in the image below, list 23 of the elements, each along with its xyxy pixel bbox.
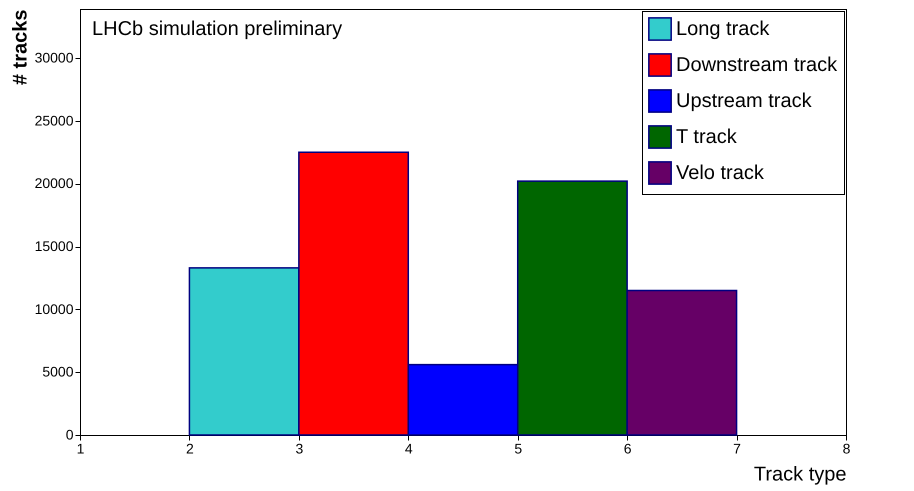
legend-label: T track [676, 126, 738, 148]
x-tick-label: 6 [624, 440, 632, 456]
y-tick-label: 5000 [42, 364, 74, 380]
y-tick-label: 30000 [34, 50, 74, 66]
y-tick-label: 15000 [34, 238, 74, 254]
x-tick-label: 3 [295, 440, 304, 456]
x-tick-label: 5 [514, 440, 522, 456]
y-tick-label: 20000 [34, 175, 74, 192]
y-tick-label: 0 [66, 426, 74, 442]
x-tick-label: 1 [76, 440, 85, 456]
y-tick-label: 10000 [34, 300, 74, 317]
legend-label: Long track [676, 18, 770, 40]
x-tick-label: 2 [186, 440, 194, 456]
x-tick-label: 4 [404, 440, 413, 456]
x-tick-label: 7 [733, 440, 742, 456]
legend-label: Downstream track [676, 54, 838, 76]
legend-label: Velo track [676, 162, 765, 184]
y-axis-title: # tracks [10, 10, 32, 86]
x-axis-title: Track type [754, 464, 846, 486]
y-tick-label: 25000 [34, 112, 74, 128]
annotation: LHCb simulation preliminary [92, 18, 342, 40]
legend-label: Upstream track [676, 90, 813, 112]
x-tick-label: 8 [842, 440, 851, 456]
